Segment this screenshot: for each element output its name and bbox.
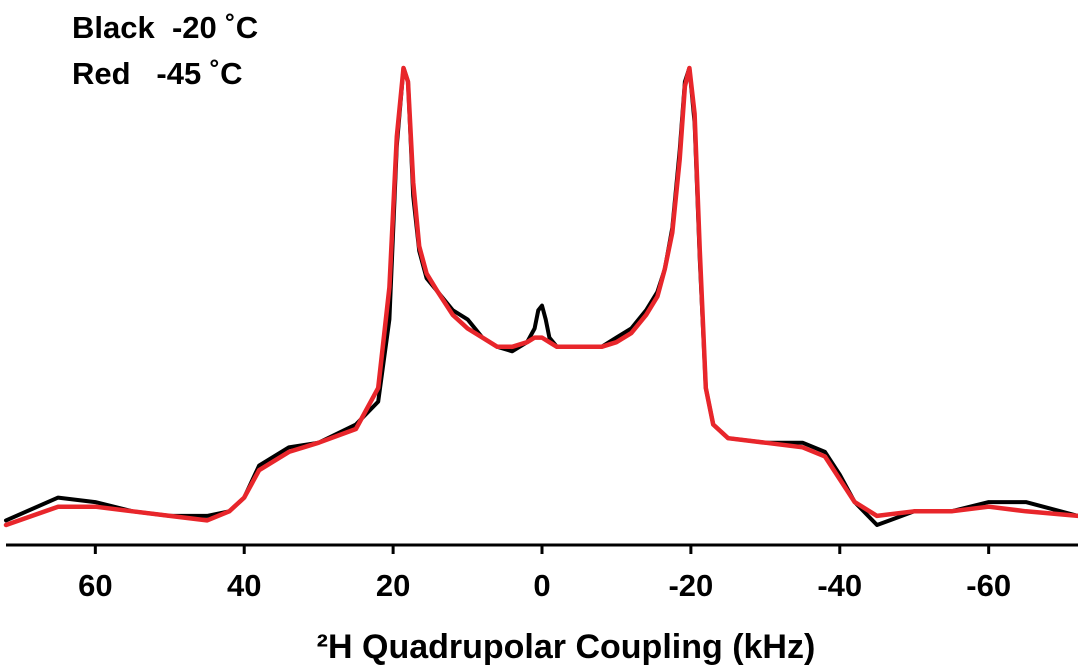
series-group xyxy=(3,65,1078,528)
series-line-black xyxy=(4,66,1078,527)
x-tick-label: 20 xyxy=(376,568,410,603)
x-tick-label: -20 xyxy=(668,568,713,603)
x-tick-label: -40 xyxy=(817,568,862,603)
series-line-red xyxy=(3,65,1078,528)
x-tick-label: -60 xyxy=(966,568,1011,603)
x-axis-title: ²H Quadrupolar Coupling (kHz) xyxy=(317,628,816,666)
x-tick-label: 60 xyxy=(78,568,112,603)
x-tick-label: 0 xyxy=(533,568,550,603)
legend-entry-black: Black -20 ˚C xyxy=(72,10,259,45)
legend-entry-red: Red -45 ˚C xyxy=(72,56,243,91)
x-tick-label: 40 xyxy=(227,568,261,603)
x-axis-ticks: 60 40 20 0 -20 -40 -60 xyxy=(78,545,1011,603)
